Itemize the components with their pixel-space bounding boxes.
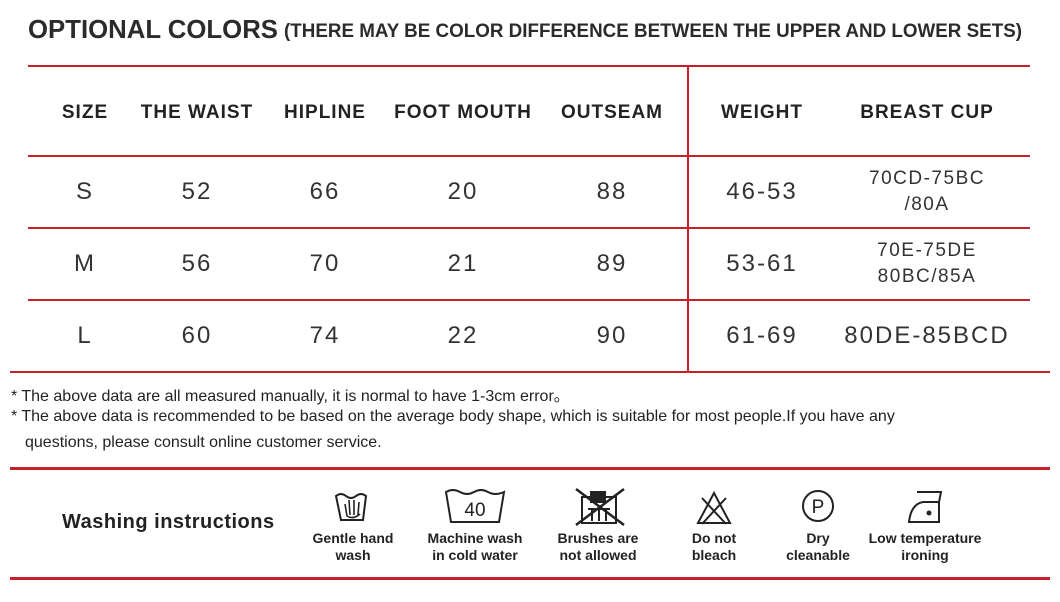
table-cell: 61-69 bbox=[726, 322, 798, 349]
column-header: THE WAIST bbox=[140, 102, 254, 123]
table-cell: S bbox=[75, 178, 95, 205]
wash-label: Do not bleach bbox=[692, 530, 736, 564]
washing-label: Washing instructions bbox=[62, 511, 275, 533]
table-cell: L bbox=[77, 322, 93, 349]
table-cell: M bbox=[74, 250, 96, 277]
column-header: WEIGHT bbox=[721, 102, 803, 123]
table-cell: 21 bbox=[447, 250, 479, 277]
rule bbox=[28, 299, 1030, 301]
no-bleach-icon bbox=[696, 490, 732, 525]
table-cell: 70 bbox=[309, 250, 341, 277]
table-cell: 20 bbox=[447, 178, 479, 205]
rule bbox=[10, 577, 1050, 580]
table-cell: 60 bbox=[181, 322, 213, 349]
cell-line: 80DE-85BCD bbox=[844, 322, 1010, 349]
cell-line: 70E-75DE bbox=[877, 240, 977, 261]
wash-label-line: Do not bbox=[691, 530, 737, 546]
no-brush-icon bbox=[575, 488, 625, 526]
wash-label: Machine wash in cold water bbox=[428, 530, 523, 564]
icon-text: 40 bbox=[464, 500, 485, 521]
wash-label: Brushes are not allowed bbox=[558, 530, 639, 564]
table-cell: 46-53 bbox=[726, 178, 798, 205]
table-cell: 52 bbox=[181, 178, 213, 205]
table-cell: 80DE-85BCD bbox=[844, 322, 1009, 350]
wash-label-line: Gentle hand bbox=[312, 530, 394, 546]
wash-label-line: Dry bbox=[806, 530, 830, 546]
rule bbox=[28, 227, 1030, 229]
cell-line: /80A bbox=[904, 194, 950, 215]
column-divider bbox=[687, 66, 689, 372]
wash-label-line: Brushes are bbox=[557, 530, 639, 546]
title-bar: OPTIONAL COLORS (THERE MAY BE COLOR DIFF… bbox=[28, 14, 1022, 44]
wash-label: Low temperature ironing bbox=[869, 530, 982, 564]
column-header: SIZE bbox=[61, 102, 109, 123]
machine-wash-icon: 40 bbox=[444, 489, 506, 523]
wash-label-line: in cold water bbox=[432, 547, 518, 563]
cell-line: 70CD-75BC bbox=[869, 168, 985, 189]
hand-wash-icon bbox=[334, 493, 368, 521]
wash-label: Gentle hand wash bbox=[313, 530, 394, 564]
title: OPTIONAL COLORS bbox=[28, 14, 278, 44]
wash-label-line: wash bbox=[335, 547, 371, 563]
wash-label-line: ironing bbox=[901, 547, 949, 563]
rule bbox=[10, 371, 1050, 373]
table-cell: 56 bbox=[181, 250, 213, 277]
wash-label-line: bleach bbox=[691, 547, 737, 563]
column-header: BREAST CUP bbox=[860, 102, 994, 123]
table-cell: 89 bbox=[596, 250, 628, 277]
rule bbox=[10, 467, 1050, 470]
column-header: FOOT MOUTH bbox=[394, 102, 532, 123]
table-cell: 74 bbox=[309, 322, 341, 349]
iron-icon bbox=[907, 491, 943, 523]
table-cell: 22 bbox=[447, 322, 479, 349]
wash-label-line: not allowed bbox=[559, 547, 637, 563]
wash-label-line: Low temperature bbox=[868, 530, 982, 546]
cell-line: 80BC/85A bbox=[877, 266, 977, 287]
table-cell: 88 bbox=[596, 178, 628, 205]
icon-text: P bbox=[812, 497, 825, 518]
rule bbox=[28, 155, 1030, 157]
column-header: OUTSEAM bbox=[561, 102, 663, 123]
wash-label-line: Machine wash bbox=[427, 530, 523, 546]
wash-label-line: cleanable bbox=[786, 547, 850, 563]
table-cell: 53-61 bbox=[726, 250, 798, 277]
dry-clean-icon: P bbox=[802, 490, 834, 522]
note: * The above data is recommended to be ba… bbox=[11, 408, 895, 425]
wash-label: Dry cleanable bbox=[786, 530, 850, 564]
subtitle: (THERE MAY BE COLOR DIFFERENCE BETWEEN T… bbox=[284, 21, 1022, 42]
table-cell: 70CD-75BC/80A bbox=[869, 166, 985, 218]
rule bbox=[28, 65, 1030, 67]
table-cell: 90 bbox=[596, 322, 628, 349]
note: * The above data are all measured manual… bbox=[11, 388, 570, 405]
table-cell: 70E-75DE 80BC/85A bbox=[877, 238, 977, 290]
note: questions, please consult online custome… bbox=[25, 434, 382, 451]
column-header: HIPLINE bbox=[284, 102, 366, 123]
table-cell: 66 bbox=[309, 178, 341, 205]
